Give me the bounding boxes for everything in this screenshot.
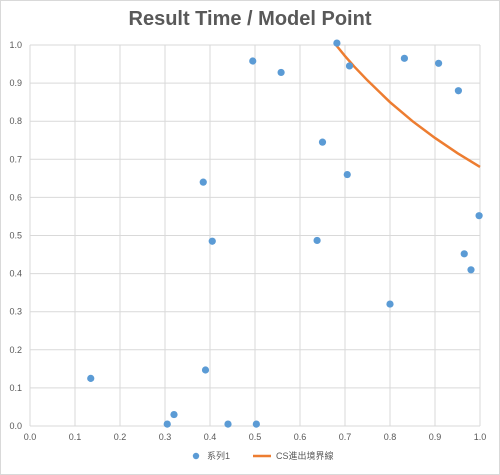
data-point <box>87 374 95 382</box>
legend-marker-series1 <box>192 452 200 460</box>
x-tick-label: 0.1 <box>69 432 82 442</box>
data-point <box>343 170 351 179</box>
y-tick-label: 0.1 <box>9 383 22 393</box>
data-point <box>386 300 394 308</box>
x-tick-label: 1.0 <box>474 432 487 442</box>
x-tick-label: 0.5 <box>249 432 262 442</box>
y-tick-label: 0.8 <box>9 116 22 126</box>
x-tick-label: 0.9 <box>429 432 442 442</box>
data-point <box>435 59 443 67</box>
data-point <box>400 54 408 62</box>
y-tick-label: 1.0 <box>9 40 22 50</box>
data-point <box>199 178 207 186</box>
data-point <box>208 237 216 245</box>
y-tick-label: 0.3 <box>9 307 22 317</box>
x-tick-label: 0.2 <box>114 432 127 442</box>
data-points <box>87 39 483 428</box>
y-tick-label: 0.6 <box>9 192 22 202</box>
y-tick-label: 0.7 <box>9 154 22 164</box>
data-point <box>224 420 232 428</box>
data-point <box>345 62 354 70</box>
x-tick-label: 0.4 <box>204 432 217 442</box>
data-point <box>318 138 327 146</box>
boundary-line-layer <box>335 44 481 168</box>
data-point <box>163 420 171 428</box>
legend: 系列1 CS進出境界線 <box>192 450 334 461</box>
legend-label-series1: 系列1 <box>207 450 230 461</box>
data-point <box>467 266 475 274</box>
data-point <box>252 420 260 428</box>
x-tick-label: 0.8 <box>384 432 397 442</box>
chart-title: Result Time / Model Point <box>128 8 372 30</box>
x-tick-label: 0.0 <box>24 432 37 442</box>
x-tick-label: 0.3 <box>159 432 172 442</box>
data-point <box>333 39 341 47</box>
data-point <box>277 68 285 77</box>
axis-tick-labels: 0.0 0.1 0.2 0.3 0.4 0.5 0.6 0.7 0.8 0.9 1.0 0.0 0.1 0… <box>9 40 486 442</box>
data-point <box>460 250 468 258</box>
data-point <box>170 410 178 419</box>
data-point <box>313 236 321 245</box>
y-tick-label: 0.0 <box>9 421 22 431</box>
y-tick-label: 0.4 <box>9 269 22 279</box>
y-tick-label: 0.5 <box>9 231 22 241</box>
data-point <box>201 366 210 374</box>
data-point <box>454 87 462 95</box>
data-point <box>475 212 483 220</box>
x-tick-label: 0.7 <box>339 432 352 442</box>
legend-label-boundary: CS進出境界線 <box>276 450 334 461</box>
y-tick-label: 0.2 <box>9 345 22 355</box>
data-point <box>249 57 257 65</box>
x-tick-label: 0.6 <box>294 432 307 442</box>
boundary-line <box>335 44 481 168</box>
gridlines <box>29 44 481 427</box>
y-tick-label: 0.9 <box>9 78 22 88</box>
